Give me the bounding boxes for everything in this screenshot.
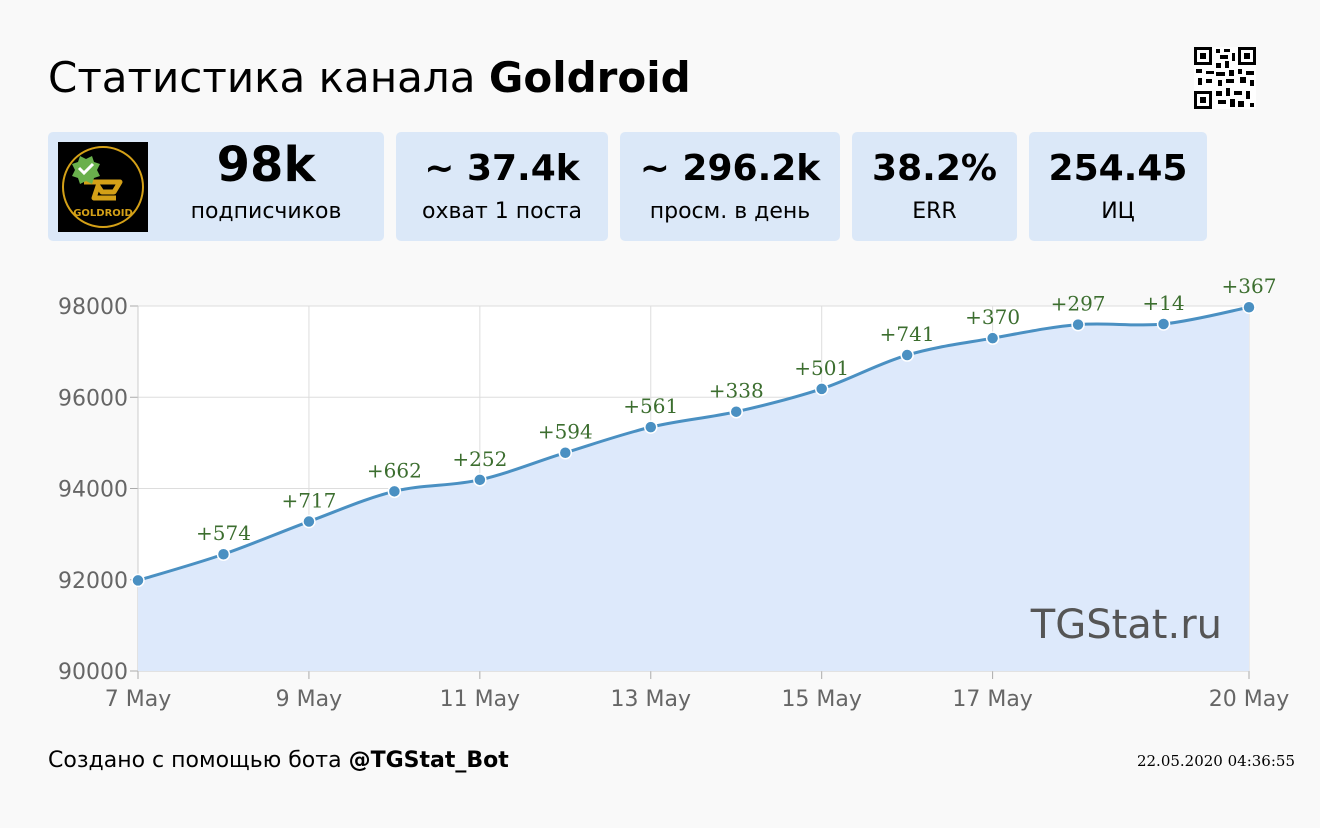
data-point	[302, 514, 316, 529]
data-point	[558, 445, 573, 460]
stat-card-reach: ~ 37.4k охват 1 поста	[396, 132, 608, 241]
data-point	[473, 473, 487, 487]
x-tick-label: 20 May	[1209, 687, 1289, 712]
channel-name: Goldroid	[488, 53, 691, 102]
data-point	[1242, 300, 1256, 314]
subscribers-chart: 90000 92000 94000 96000 98000 7 May 9 May 11 Ma…	[58, 274, 1289, 712]
series-area	[138, 307, 1249, 671]
goldroid-logo-icon: GOLDROID	[58, 142, 148, 232]
data-label: +370	[965, 305, 1020, 329]
y-tick-label: 98000	[58, 295, 128, 320]
data-point	[216, 547, 231, 561]
y-tick-label: 92000	[58, 569, 128, 594]
stat-value: ~ 37.4k	[424, 148, 580, 189]
data-label: +561	[623, 394, 678, 418]
data-label: +662	[367, 458, 422, 482]
stat-label: охват 1 поста	[422, 199, 582, 224]
stat-value: 254.45	[1048, 148, 1188, 189]
data-point	[729, 404, 743, 419]
data-label: +594	[538, 420, 593, 444]
stat-card-daily-views: ~ 296.2k просм. в день	[620, 132, 840, 241]
x-tick-label: 15 May	[781, 687, 861, 712]
data-point	[644, 420, 658, 434]
qr-code-icon	[1194, 47, 1256, 109]
stat-value: 38.2%	[872, 148, 997, 189]
data-point	[131, 573, 145, 588]
goldroid-emblem: GOLDROID	[62, 146, 144, 228]
bot-link[interactable]: @TGStat_Bot	[348, 748, 509, 773]
data-label: +574	[196, 521, 251, 545]
x-tick-label: 13 May	[611, 687, 691, 712]
data-label: +501	[794, 356, 849, 380]
y-tick-label: 96000	[58, 386, 128, 411]
data-point	[814, 382, 829, 396]
stat-label: ERR	[912, 199, 957, 224]
stat-value: 98k	[216, 137, 316, 193]
stat-card-err: 38.2% ERR	[852, 132, 1017, 241]
footer-credit: Создано с помощью бота @TGStat_Bot	[48, 744, 509, 778]
x-tick-label: 9 May	[276, 687, 342, 712]
data-point	[387, 484, 402, 499]
data-label: +741	[880, 322, 935, 346]
x-tick-label: 17 May	[952, 687, 1032, 712]
y-tick-label: 90000	[58, 660, 128, 685]
x-tick-label: 11 May	[440, 687, 520, 712]
data-label: +14	[1142, 291, 1184, 315]
data-label: +252	[452, 447, 507, 471]
stat-label: подписчиков	[190, 199, 342, 224]
stat-label: ИЦ	[1101, 199, 1135, 224]
stat-value: ~ 296.2k	[639, 148, 821, 189]
stat-card-subscribers: GOLDROID 98k подписчиков	[48, 132, 384, 241]
stat-label: просм. в день	[649, 199, 811, 224]
logo-text: GOLDROID	[73, 208, 133, 219]
data-label: +338	[709, 379, 764, 403]
data-point	[985, 331, 1000, 345]
data-point	[1071, 317, 1085, 332]
series-line	[137, 305, 1250, 582]
stat-card-citation-index: 254.45 ИЦ	[1029, 132, 1207, 241]
data-label: +717	[281, 489, 336, 513]
y-tick-label: 94000	[58, 478, 128, 503]
data-label: +297	[1051, 292, 1106, 316]
title-prefix: Статистика канала	[48, 53, 476, 102]
timestamp: 22.05.2020 04:36:55	[1136, 752, 1295, 770]
footer-prefix: Создано с помощью бота	[48, 748, 342, 773]
watermark: TGStat.ru	[1030, 602, 1222, 648]
data-point	[1156, 317, 1171, 331]
data-point	[900, 348, 914, 362]
page-title: Статистика канала Goldroid	[48, 52, 691, 104]
data-label: +367	[1222, 274, 1277, 298]
x-tick-label: 7 May	[105, 687, 171, 712]
